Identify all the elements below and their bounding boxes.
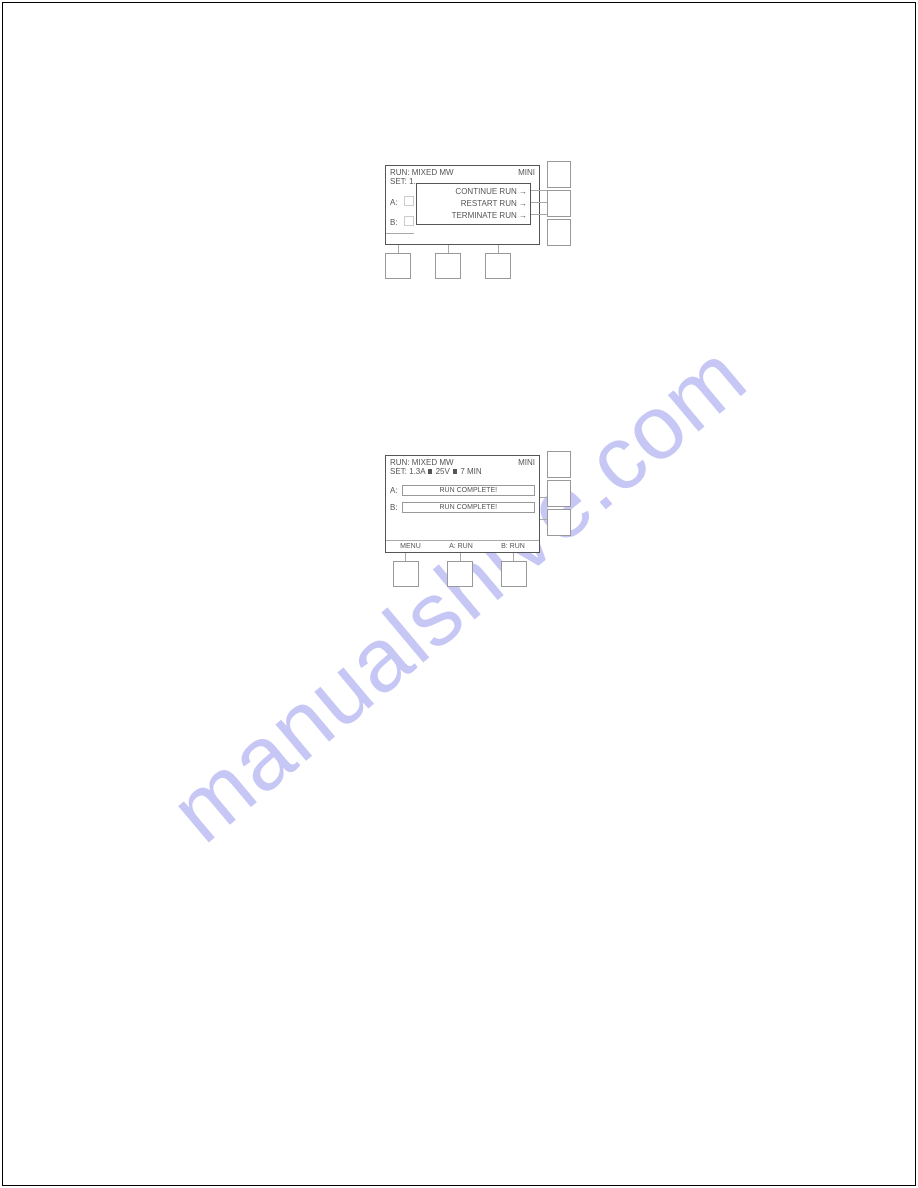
set-current: SET: 1.3A	[390, 467, 425, 476]
bottom-buttons	[385, 253, 511, 279]
softkey-footer: MENU A: RUN B: RUN	[386, 540, 539, 552]
continue-run-option[interactable]: CONTINUE RUN	[420, 186, 527, 198]
cassette-a-box	[404, 196, 414, 206]
mode-label: MINI	[518, 168, 535, 177]
lcd-screen: RUN: MIXED MW MINI SET: 1. A: B: CONTINU…	[385, 165, 540, 245]
cassette-b-label: B:	[390, 503, 398, 512]
lock-icon	[428, 469, 432, 474]
bottom-button-2[interactable]	[435, 253, 461, 279]
cassette-a-status: RUN COMPLETE!	[402, 485, 535, 496]
side-button-1[interactable]	[547, 161, 571, 188]
run-title: RUN: MIXED MW	[390, 168, 454, 177]
cassette-a-label: A:	[390, 486, 398, 495]
side-button-3[interactable]	[547, 219, 571, 246]
cassette-b-row: B: RUN COMPLETE!	[386, 501, 539, 514]
cassette-b-label: B:	[390, 218, 398, 227]
side-button-2[interactable]	[547, 190, 571, 217]
cassette-a-row: A: RUN COMPLETE!	[386, 484, 539, 497]
side-button-2[interactable]	[547, 480, 571, 507]
cassette-b-box	[404, 216, 414, 226]
cassette-b-status: RUN COMPLETE!	[402, 502, 535, 513]
pause-popup: CONTINUE RUN RESTART RUN TERMINATE RUN	[416, 183, 531, 225]
set-voltage: 25V	[436, 467, 450, 476]
side-buttons	[547, 451, 571, 538]
set-line: SET: 1.3A 25V 7 MIN	[386, 467, 539, 476]
bottom-button-1[interactable]	[385, 253, 411, 279]
side-button-3[interactable]	[547, 509, 571, 536]
softkey-menu[interactable]: MENU	[400, 543, 421, 550]
softkey-b-run[interactable]: B: RUN	[501, 543, 525, 550]
lcd-screen: RUN: MIXED MW MINI SET: 1.3A 25V 7 MIN A…	[385, 455, 540, 553]
divider	[386, 233, 414, 234]
restart-run-option[interactable]: RESTART RUN	[420, 198, 527, 210]
side-button-1[interactable]	[547, 451, 571, 478]
mode-label: MINI	[518, 458, 535, 467]
bottom-button-b-run[interactable]	[501, 561, 527, 587]
lock-icon	[453, 469, 457, 474]
side-buttons	[547, 161, 571, 248]
run-title: RUN: MIXED MW	[390, 458, 454, 467]
terminate-run-option[interactable]: TERMINATE RUN	[420, 210, 527, 222]
softkey-a-run[interactable]: A: RUN	[449, 543, 473, 550]
bottom-buttons	[393, 561, 527, 587]
bottom-button-3[interactable]	[485, 253, 511, 279]
bottom-button-a-run[interactable]	[447, 561, 473, 587]
cassette-a-label: A:	[390, 198, 398, 207]
diagram-run-complete: RUN: MIXED MW MINI SET: 1.3A 25V 7 MIN A…	[385, 455, 540, 553]
diagram-pause-menu: RUN: MIXED MW MINI SET: 1. A: B: CONTINU…	[385, 165, 540, 245]
bottom-button-menu[interactable]	[393, 561, 419, 587]
set-time: 7 MIN	[460, 467, 481, 476]
